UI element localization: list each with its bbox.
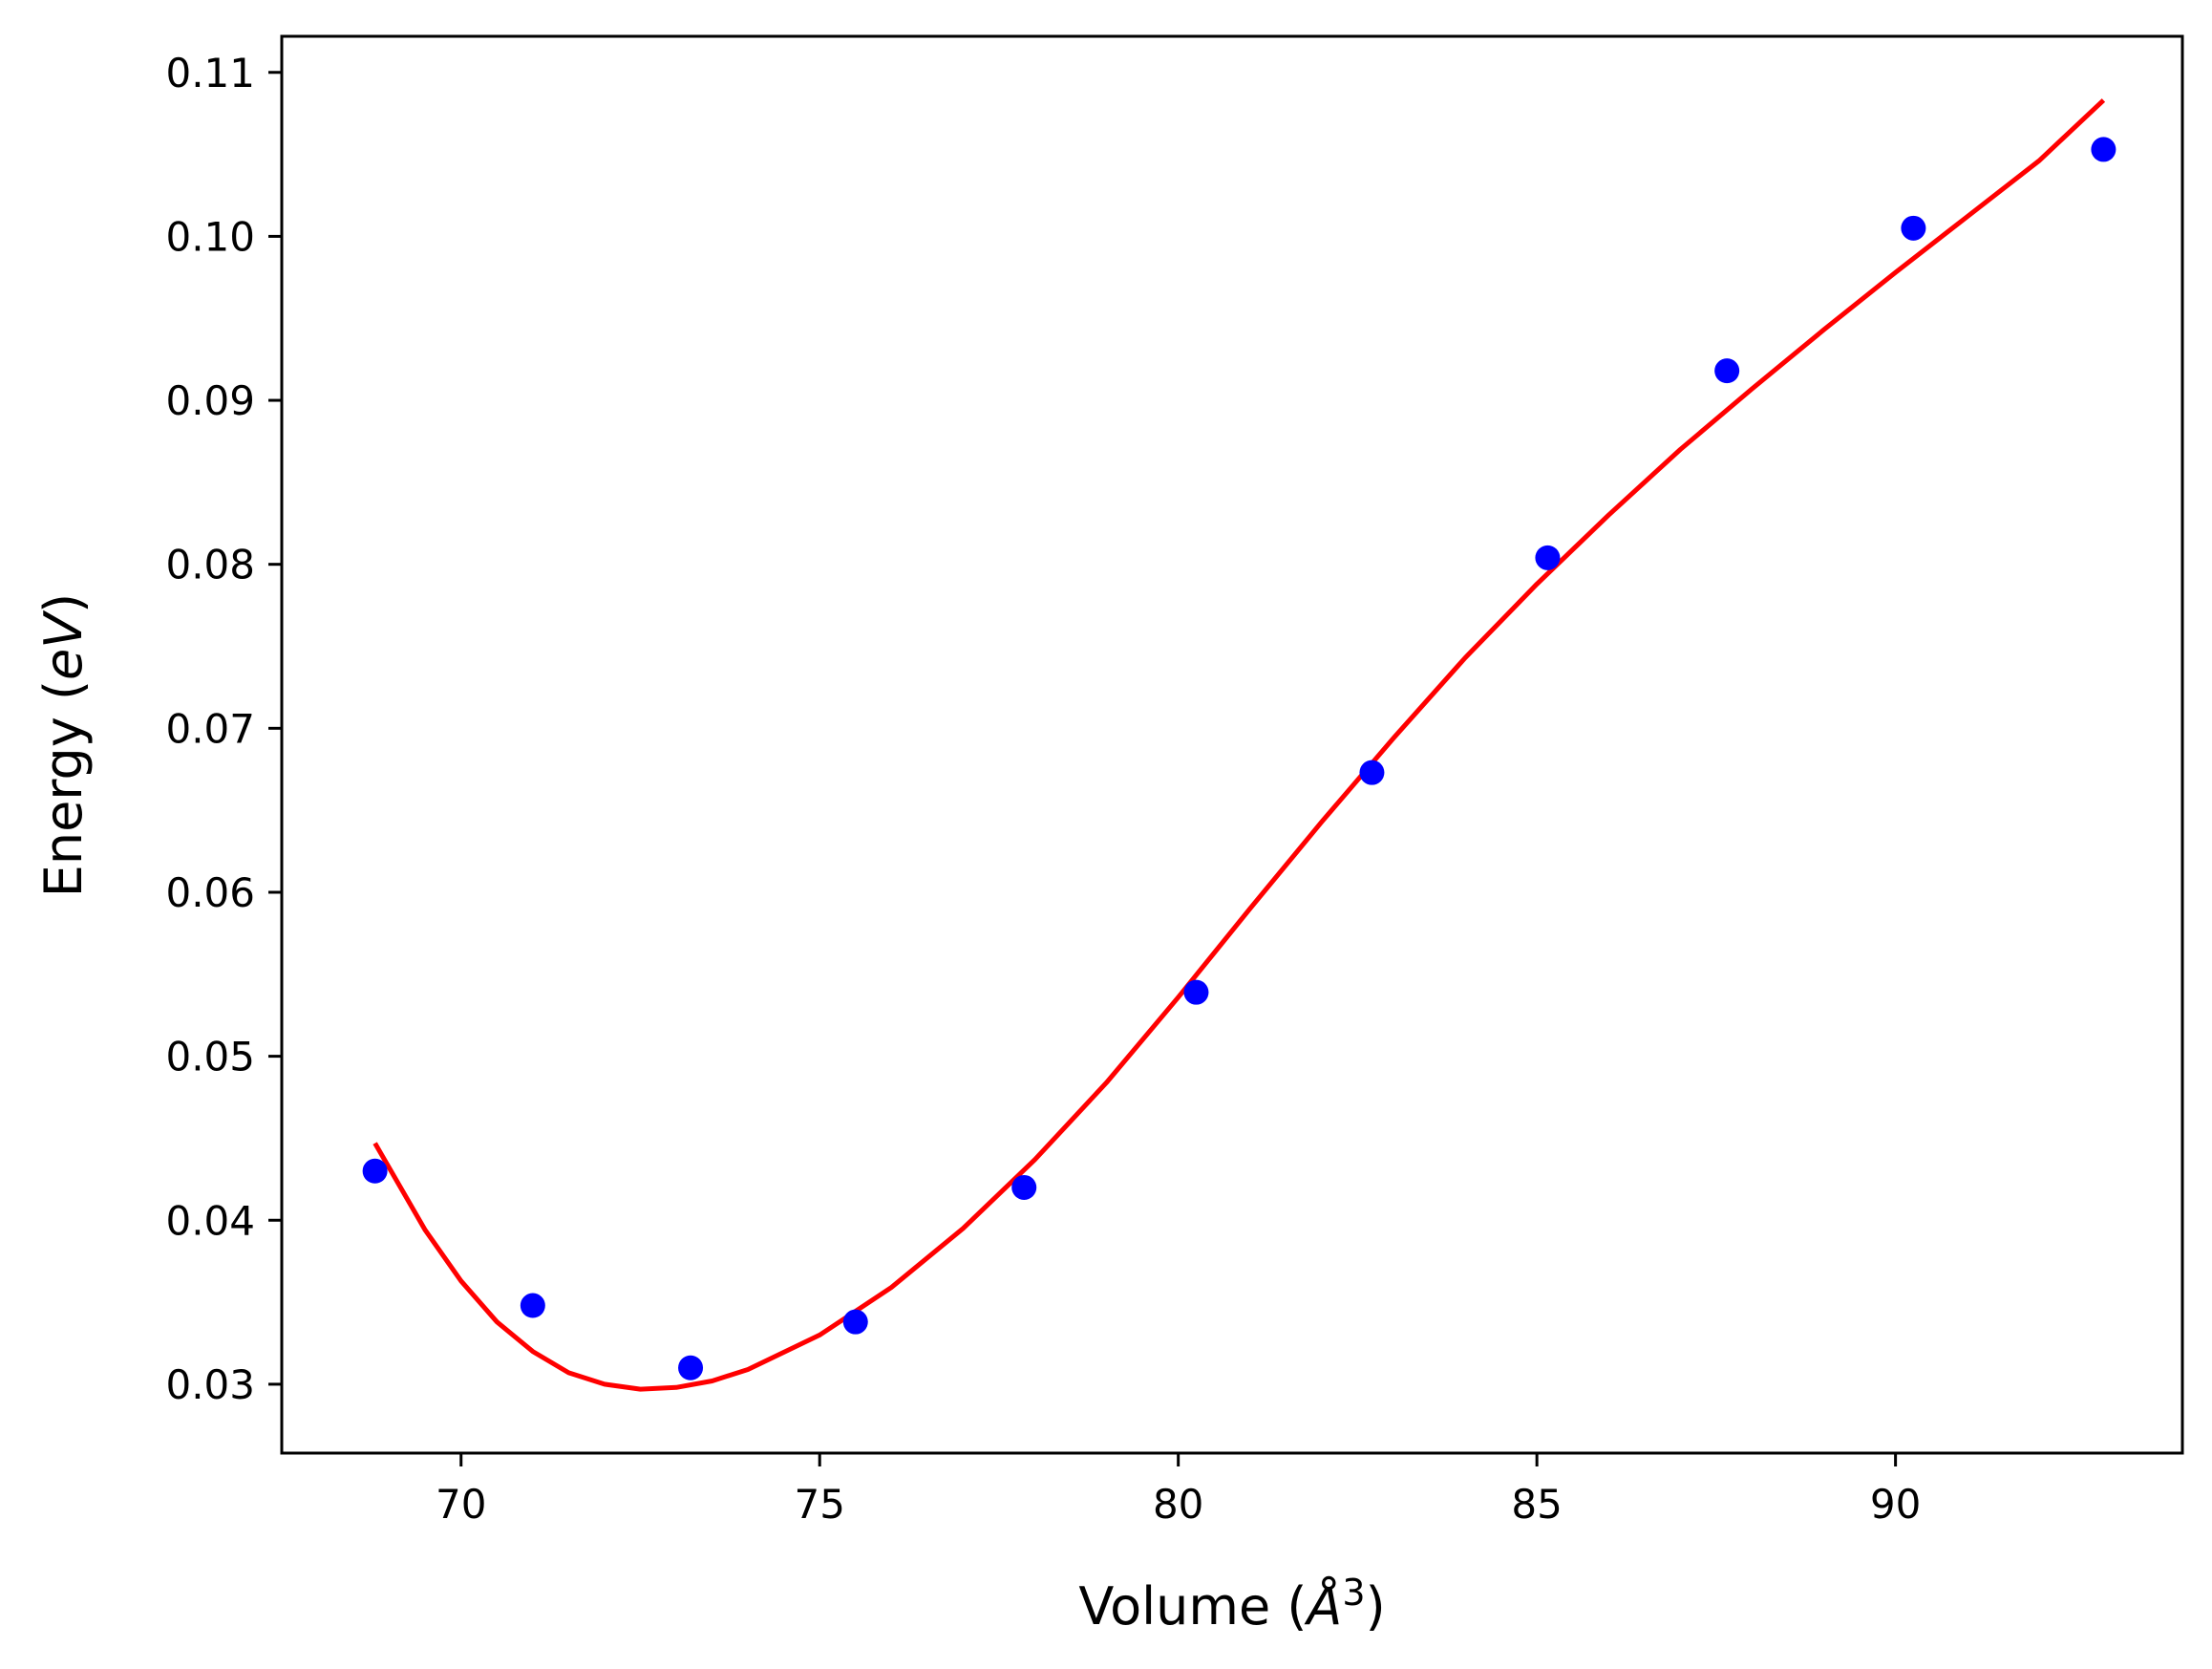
data-point (1535, 545, 1561, 570)
y-tick-label: 0.08 (165, 542, 255, 588)
x-tick-label: 75 (794, 1481, 844, 1528)
data-points (362, 137, 2116, 1380)
y-tick-label: 0.11 (165, 50, 255, 96)
y-axis-label: Energy (eV) (33, 593, 94, 898)
y-tick-label: 0.07 (165, 705, 255, 752)
plot-frame (280, 34, 2184, 1455)
y-tick-label: 0.06 (165, 869, 255, 916)
y-tick-label: 0.10 (165, 213, 255, 260)
data-point (2091, 137, 2116, 162)
x-tick-label: 70 (436, 1481, 486, 1528)
x-tick-label: 85 (1511, 1481, 1562, 1528)
x-tick-label: 90 (1870, 1481, 1921, 1528)
y-tick-label: 0.09 (165, 377, 255, 424)
x-tick-label: 80 (1153, 1481, 1203, 1528)
data-point (1901, 215, 1926, 241)
x-axis-ticks: 70 75 80 85 90 (436, 1453, 1921, 1528)
y-axis-ticks: 0.03 0.04 0.05 0.06 0.07 0.08 0.09 0.10 0.11 (165, 50, 282, 1408)
data-point (362, 1158, 388, 1184)
y-tick-label: 0.03 (165, 1361, 255, 1408)
y-tick-label: 0.05 (165, 1034, 255, 1081)
data-point (1183, 979, 1209, 1005)
y-tick-label: 0.04 (165, 1197, 255, 1244)
data-point (678, 1355, 704, 1380)
x-axis-label: Volume (Å3) (1078, 1572, 1385, 1637)
fit-curve (372, 98, 2106, 1392)
data-point (842, 1309, 868, 1335)
data-point (1011, 1174, 1037, 1200)
data-point (1359, 760, 1385, 785)
data-point (520, 1293, 545, 1318)
data-point (1714, 358, 1740, 384)
